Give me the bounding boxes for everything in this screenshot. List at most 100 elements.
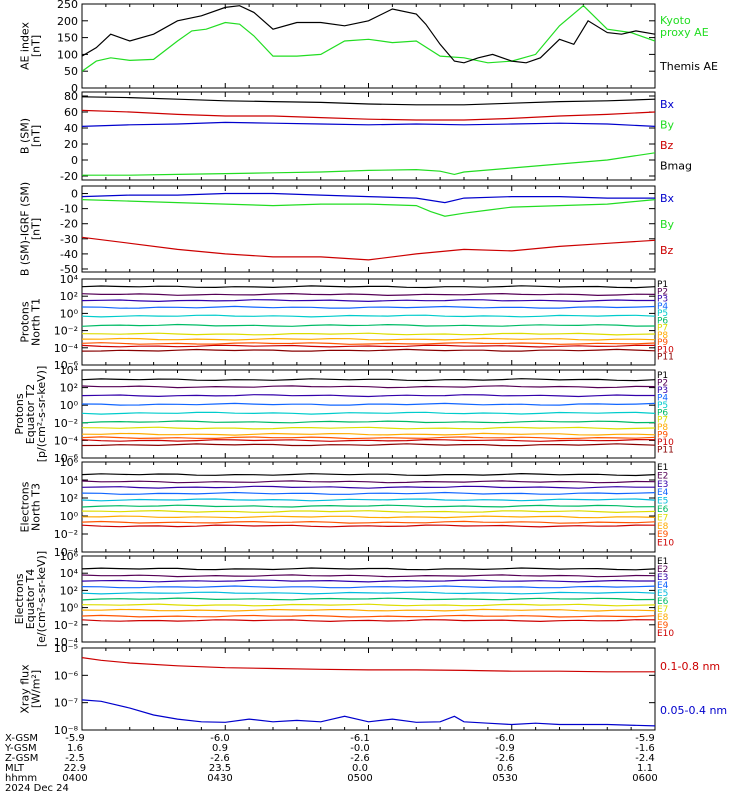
y-axis-title: [nT] xyxy=(30,125,43,147)
legend-entry-e1: E1 xyxy=(657,463,668,473)
series-line-bx xyxy=(82,121,655,127)
legend-entry-bx: Bx xyxy=(660,192,675,205)
legend-entry-e10: E10 xyxy=(657,629,674,639)
legend-entry-by: By xyxy=(660,218,675,231)
y-tick-label: 10⁻⁷ xyxy=(54,697,78,710)
panel-bsm: -20 0 20 40 60 80 B (SM)[nT] Bx By Bz Bmag xyxy=(19,90,693,183)
series-line-p3 xyxy=(82,394,655,398)
y-tick-label: 200 xyxy=(57,15,78,28)
y-tick-label: 10⁻⁶ xyxy=(54,359,79,372)
y-tick-label: 10² xyxy=(60,584,78,597)
legend-entry-p3: P3 xyxy=(657,386,668,396)
legend-entry-e5: E5 xyxy=(657,497,668,507)
y-tick-label: 10⁻⁴ xyxy=(54,434,79,447)
series-line-bz xyxy=(82,109,655,121)
footer-row-label: Y-GSM xyxy=(4,743,37,754)
legend-entry-p6: P6 xyxy=(657,316,668,326)
series-line-p4 xyxy=(82,402,655,406)
footer-value: -0.0 xyxy=(350,743,370,754)
y-tick-label: -30 xyxy=(60,233,78,246)
y-tick-label: 10⁰ xyxy=(60,307,79,320)
y-tick-label: 10⁶ xyxy=(60,456,79,469)
panel-frame xyxy=(81,461,656,553)
y-tick-label: 10² xyxy=(60,492,78,505)
series-line-e2 xyxy=(82,574,655,578)
series-line-p10 xyxy=(82,438,655,442)
y-axis-title: North T1 xyxy=(30,298,43,346)
series-line-p1 xyxy=(82,378,655,382)
footer-value: 0500 xyxy=(347,773,372,784)
series-lines xyxy=(82,472,655,528)
y-axis-title: Electrons xyxy=(19,481,32,532)
series-line-e6 xyxy=(82,504,655,508)
legend-entry-p4: P4 xyxy=(657,302,668,312)
orbit-footer: X-GSM -5.9 -6.0 -6.1 -6.0 -5.9 Y-GSM 1.6 0.9 -0.0… xyxy=(4,733,658,794)
y-tick-label: 10⁶ xyxy=(60,550,79,563)
footer-row-label: hhmm xyxy=(5,773,37,784)
series-line-e3 xyxy=(82,485,655,489)
footer-value: -5.9 xyxy=(65,733,85,744)
series-line-p3 xyxy=(82,299,655,303)
y-axis-title: B (SM) xyxy=(19,118,32,154)
series-lines xyxy=(82,378,655,447)
y-tick-label: 10⁴ xyxy=(60,567,79,580)
footer-value: -0.9 xyxy=(495,743,515,754)
legend-entry-p5: P5 xyxy=(657,401,668,411)
legend-entry-e6: E6 xyxy=(657,597,669,607)
y-tick-label: 10⁴ xyxy=(60,474,79,487)
y-axis-title: Xray flux xyxy=(19,664,32,714)
legend-entry-p9: P9 xyxy=(657,431,668,441)
y-tick-label: 20 xyxy=(64,138,78,151)
panel-frame xyxy=(81,91,656,181)
footer-value: 0.6 xyxy=(497,763,513,774)
legend-entry-e3: E3 xyxy=(657,480,668,490)
panel-frame xyxy=(81,3,656,89)
panel-frame xyxy=(81,278,656,366)
footer-value: -2.6 xyxy=(210,753,230,764)
legend-entry-p1: P1 xyxy=(657,371,668,381)
legend-entry-long: 0.1-0.8 nm xyxy=(660,660,720,673)
legend-entry-p2: P2 xyxy=(657,378,668,388)
y-axis-title: AE index xyxy=(19,21,32,70)
footer-row-label: X-GSM xyxy=(5,733,38,744)
series-line-e9 xyxy=(82,520,655,524)
y-tick-label: -50 xyxy=(60,263,78,276)
legend-entry-e2: E2 xyxy=(657,565,668,575)
y-tick-label: 50 xyxy=(64,65,78,78)
y-tick-label: 10⁻² xyxy=(54,417,78,430)
legend-entry-p11: P11 xyxy=(657,446,674,456)
series-lines xyxy=(82,4,655,72)
series-line-e7 xyxy=(82,509,655,514)
y-tick-label: 250 xyxy=(57,0,78,11)
series-line-p8 xyxy=(82,432,655,436)
footer-value: 0.0 xyxy=(352,763,368,774)
y-axis-title: Protons xyxy=(19,301,32,342)
y-tick-label: 10⁴ xyxy=(60,273,79,286)
legend-entry-e1: E1 xyxy=(657,557,668,567)
footer-value: 22.9 xyxy=(64,763,86,774)
series-line-p1 xyxy=(82,285,655,289)
y-tick-label: 10⁻⁴ xyxy=(54,342,79,355)
series-line-0-1-0-8-nm xyxy=(82,657,655,673)
series-line-e5 xyxy=(82,498,655,502)
series-line-0-05-0-4-nm xyxy=(82,699,655,727)
footer-row-label: Z-GSM xyxy=(5,753,38,764)
series-line-p11 xyxy=(82,443,655,447)
series-line-e4 xyxy=(82,585,655,589)
series-line-e6 xyxy=(82,597,655,601)
y-tick-label: 40 xyxy=(64,122,78,135)
series-line-p7 xyxy=(82,426,655,430)
legend-entry-kyoto: proxy AE xyxy=(660,26,709,39)
legend-entry-e2: E2 xyxy=(657,471,668,481)
y-tick-label: 150 xyxy=(57,32,78,45)
series-line-p10 xyxy=(82,344,655,348)
y-tick-label: 10⁻² xyxy=(54,325,78,338)
series-line-kyoto-proxy-ae xyxy=(82,4,655,72)
series-line-p7 xyxy=(82,332,655,336)
legend-entry-p8: P8 xyxy=(657,331,668,341)
legend-entry-p7: P7 xyxy=(657,416,668,426)
